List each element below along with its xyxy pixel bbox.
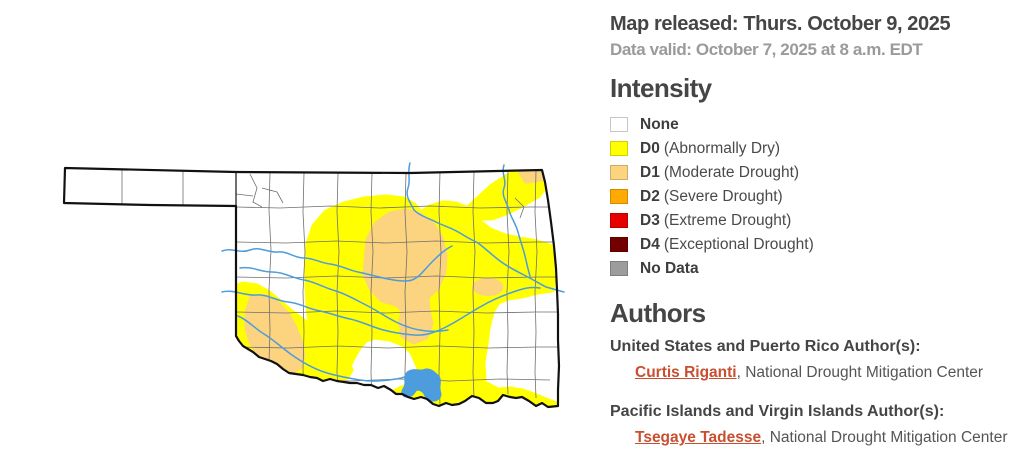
author-group-pacific: Pacific Islands and Virgin Islands Autho…	[610, 403, 1020, 447]
state-outline	[62, 166, 561, 409]
neosho-river	[502, 164, 531, 277]
data-valid-date: Data valid: October 7, 2025 at 8 a.m. ED…	[610, 40, 923, 59]
north-canadian-river	[239, 266, 449, 333]
legend-label-d3: D3 (Extreme Drought)	[640, 211, 792, 229]
legend-item-none: None	[610, 113, 1020, 137]
legend-swatch-d1	[610, 165, 628, 181]
legend-label-d2: D2 (Severe Drought)	[640, 187, 783, 205]
legend-swatch-d2	[610, 189, 628, 205]
legend-label-d0: D0 (Abnormally Dry)	[640, 139, 781, 157]
legend-item-d2: D2 (Severe Drought)	[610, 185, 1020, 209]
author-group-us: United States and Puerto Rico Author(s):…	[610, 338, 1020, 382]
legend-item-d0: D0 (Abnormally Dry)	[610, 137, 1020, 161]
legend-label-d1: D1 (Moderate Drought)	[640, 163, 800, 181]
oklahoma-drought-map	[62, 162, 565, 409]
legend-swatch-d4	[610, 237, 628, 253]
intensity-title: Intensity	[610, 72, 712, 103]
pacific-author-line: Tsegaye Tadesse, National Drought Mitiga…	[610, 429, 1020, 447]
intensity-legend: None D0 (Abnormally Dry) D1 (Moderate Drou…	[610, 113, 1020, 281]
legend-swatch-d0	[610, 141, 628, 157]
us-authors-label: United States and Puerto Rico Author(s):	[610, 338, 921, 356]
author-link-curtis-riganti[interactable]: Curtis Riganti	[635, 364, 737, 382]
arkansas-river	[406, 162, 565, 293]
legend-swatch-d3	[610, 213, 628, 229]
washita-river	[237, 315, 416, 382]
legend-swatch-nodata	[610, 261, 628, 277]
us-author-line: Curtis Riganti, National Drought Mitigat…	[610, 364, 1020, 382]
author-link-tsegaye-tadesse[interactable]: Tsegaye Tadesse	[635, 429, 762, 447]
legend-item-d4: D4 (Exceptional Drought)	[610, 233, 1020, 257]
lake-texoma	[401, 368, 442, 402]
rivers	[221, 162, 565, 402]
us-author-affiliation: , National Drought Mitigation Center	[736, 364, 984, 382]
legend-item-d3: D3 (Extreme Drought)	[610, 209, 1020, 233]
legend-label-nodata: No Data	[640, 259, 699, 277]
legend-item-d1: D1 (Moderate Drought)	[610, 161, 1020, 185]
legend-item-nodata: No Data	[610, 257, 1020, 281]
legend-label-none: None	[640, 115, 679, 133]
canadian-river	[221, 286, 541, 336]
pacific-author-affiliation: , National Drought Mitigation Center	[761, 429, 1008, 447]
legend-label-d4: D4 (Exceptional Drought)	[640, 235, 814, 253]
info-pane: Map released: Thurs. October 9, 2025 Dat…	[610, 0, 1020, 474]
authors-title: Authors	[610, 297, 706, 328]
cimarron-river	[221, 245, 453, 282]
map-pane	[62, 162, 565, 409]
map-released-date: Map released: Thurs. October 9, 2025	[610, 13, 951, 35]
pacific-authors-label: Pacific Islands and Virgin Islands Autho…	[610, 403, 945, 421]
legend-swatch-none	[610, 117, 628, 133]
